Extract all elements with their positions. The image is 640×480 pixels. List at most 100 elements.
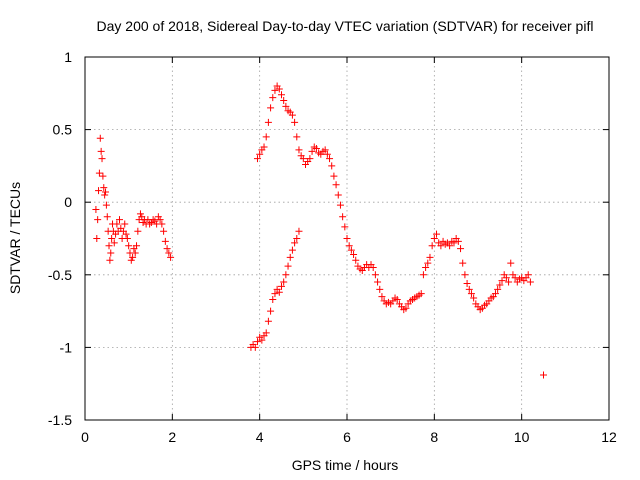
data-point (98, 155, 106, 163)
data-point (165, 249, 173, 257)
data-point (402, 304, 410, 312)
data-point (102, 201, 110, 209)
data-point (156, 216, 164, 224)
data-point (269, 295, 277, 303)
data-point (334, 191, 342, 199)
y-tick-label: -0.5 (48, 267, 72, 283)
data-point (284, 262, 292, 270)
data-point (339, 213, 347, 221)
data-point (328, 162, 336, 170)
data-point (134, 227, 142, 235)
data-point (95, 169, 103, 177)
x-tick-label: 8 (430, 429, 438, 445)
data-point (146, 220, 154, 228)
data-point (306, 155, 314, 163)
data-point (108, 235, 116, 242)
data-point (463, 280, 471, 288)
data-point (163, 245, 171, 253)
data-point (149, 216, 157, 224)
x-tick-label: 6 (343, 429, 351, 445)
data-point (264, 317, 272, 325)
data-point (99, 172, 107, 180)
data-point (467, 290, 475, 298)
y-tick-label: 0 (64, 194, 72, 210)
data-point (526, 278, 534, 286)
data-point (94, 216, 102, 224)
data-point (113, 220, 121, 228)
data-point (470, 294, 478, 302)
data-point (393, 295, 401, 303)
data-point (376, 285, 384, 293)
data-point (461, 271, 469, 279)
data-point (161, 237, 169, 245)
x-axis-label: GPS time / hours (292, 457, 399, 473)
data-point (347, 246, 355, 254)
data-point (256, 150, 264, 158)
data-point (262, 329, 270, 337)
data-points (92, 82, 547, 379)
data-point (308, 147, 316, 155)
data-point (133, 242, 141, 250)
data-point (326, 155, 334, 163)
data-point (129, 253, 137, 261)
data-point (97, 147, 105, 155)
data-point (110, 239, 118, 247)
data-point (352, 256, 360, 264)
data-point (323, 150, 331, 158)
data-point (96, 134, 104, 142)
data-point (498, 277, 506, 285)
y-tick-label: -1 (60, 339, 73, 355)
data-point (502, 274, 510, 282)
data-point (154, 213, 162, 221)
data-point (100, 184, 108, 192)
data-point (136, 210, 144, 218)
data-point (374, 278, 382, 286)
data-point (507, 259, 515, 267)
data-point (293, 133, 301, 141)
data-point (286, 253, 294, 261)
data-point (343, 235, 351, 242)
data-point (345, 242, 353, 250)
data-point (267, 307, 275, 315)
data-point (288, 111, 296, 119)
axes (84, 56, 610, 421)
data-point (378, 293, 386, 301)
data-point (269, 94, 277, 102)
y-tick-label: 1 (64, 49, 72, 65)
data-point (158, 220, 166, 228)
data-point (125, 242, 133, 250)
data-point (101, 191, 109, 199)
data-point (332, 181, 340, 189)
data-point (321, 146, 329, 154)
data-point (426, 253, 434, 261)
data-point (446, 242, 454, 250)
y-axis-label: SDTVAR / TECUs (7, 182, 23, 294)
data-point (450, 239, 458, 247)
data-point (459, 259, 467, 267)
data-point (424, 259, 432, 267)
data-point (139, 219, 147, 227)
data-point (330, 172, 338, 180)
data-point (511, 274, 519, 282)
data-point (295, 227, 303, 235)
data-point (454, 237, 462, 245)
tick-labels: 0 2 4 6 8 10 12 -1.5 -1 -0.5 0 0.5 1 (48, 49, 617, 445)
data-point (465, 285, 473, 293)
data-point (260, 143, 268, 151)
data-point (151, 217, 159, 225)
data-point (540, 371, 547, 379)
data-point (280, 97, 288, 105)
data-point (417, 290, 425, 298)
data-point (524, 271, 532, 279)
chart-title: Day 200 of 2018, Sidereal Day-to-day VTE… (97, 18, 594, 34)
data-point (494, 285, 502, 293)
x-tick-label: 4 (256, 429, 264, 445)
data-point (437, 242, 445, 250)
data-point (491, 290, 499, 298)
data-point (419, 271, 427, 279)
data-point (278, 91, 285, 99)
data-point (430, 235, 438, 242)
data-point (299, 155, 307, 163)
data-point (371, 271, 379, 279)
data-point (92, 205, 100, 213)
